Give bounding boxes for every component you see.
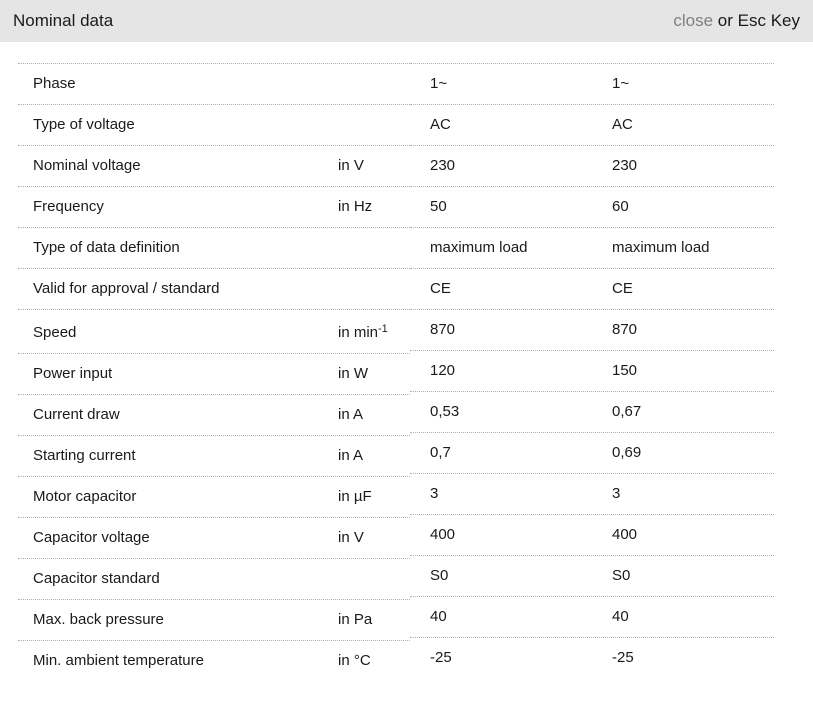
row-label: Frequency [33, 198, 104, 215]
table-row-label: Current draw in A [18, 395, 410, 436]
row-unit: in A [338, 447, 364, 464]
row-value: 3 [430, 485, 439, 502]
row-label: Nominal voltage [33, 157, 141, 174]
table-row-label: Power input in W [18, 354, 410, 395]
row-label: Current draw [33, 406, 120, 423]
table-row-values: CE CE [410, 269, 774, 310]
table-row-values: 0,7 0,69 [410, 433, 774, 474]
row-value: 870 [430, 321, 456, 338]
table-row-label: Min. ambient temperature in °C [18, 641, 410, 681]
row-value: 870 [612, 321, 638, 338]
table-row-label: Starting current in A [18, 436, 410, 477]
row-unit: in °C [338, 652, 371, 669]
row-label: Type of data definition [33, 239, 180, 256]
row-value: 0,69 [612, 444, 642, 461]
table-row-values: 50 60 [410, 187, 774, 228]
table-row-label: Type of data definition [18, 228, 410, 269]
row-label: Power input [33, 365, 113, 382]
row-value: 230 [612, 157, 638, 174]
row-value: 230 [430, 157, 456, 174]
row-value: CE [612, 280, 633, 297]
row-unit: in V [338, 157, 364, 174]
row-value: 150 [612, 362, 638, 379]
table-row-values: S0 S0 [410, 556, 774, 597]
row-value: AC [612, 116, 633, 133]
table-row-values: 120 150 [410, 351, 774, 392]
row-unit: in Pa [338, 611, 373, 628]
table-row-label: Valid for approval / standard [18, 269, 410, 310]
table-row-values: 1~ 1~ [410, 64, 774, 105]
table-row-values: 400 400 [410, 515, 774, 556]
nominal-data-table: Phase Type of voltage Nominal voltage in V F… [18, 63, 774, 681]
close-esc-hint: or Esc Key [713, 11, 800, 30]
row-value: 50 [430, 198, 447, 215]
row-label: Speed [33, 324, 77, 341]
row-value: 1~ [430, 75, 448, 92]
row-value: 0,7 [430, 444, 451, 461]
table-row-values: -25 -25 [410, 638, 774, 678]
table-row-values: 230 230 [410, 146, 774, 187]
row-label: Capacitor standard [33, 570, 160, 587]
row-label: Phase [33, 75, 76, 92]
row-value: 60 [612, 198, 629, 215]
row-value: 400 [430, 526, 456, 543]
close-area: close or Esc Key [673, 11, 800, 31]
row-value: 0,67 [612, 403, 642, 420]
row-value: maximum load [430, 239, 528, 256]
row-value: 1~ [612, 75, 630, 92]
row-unit: in Hz [338, 198, 373, 215]
table-row-label: Phase [18, 64, 410, 105]
row-unit: in W [338, 365, 368, 382]
table-row-label: Capacitor voltage in V [18, 518, 410, 559]
table-row-label: Capacitor standard [18, 559, 410, 600]
table-row-label: Nominal voltage in V [18, 146, 410, 187]
row-value: CE [430, 280, 451, 297]
close-button[interactable]: close [673, 11, 714, 30]
row-unit: in min-1 [338, 323, 388, 341]
row-label: Starting current [33, 447, 136, 464]
row-unit-superscript: -1 [378, 323, 388, 335]
table-row-label: Type of voltage [18, 105, 410, 146]
row-label: Type of voltage [33, 116, 135, 133]
row-unit: in A [338, 406, 364, 423]
labels-column: Phase Type of voltage Nominal voltage in V F… [18, 63, 410, 681]
row-label: Min. ambient temperature [33, 652, 204, 669]
row-label: Valid for approval / standard [33, 280, 220, 297]
row-label: Capacitor voltage [33, 529, 150, 546]
row-value: S0 [612, 567, 631, 584]
row-value: maximum load [612, 239, 710, 256]
table-row-values: AC AC [410, 105, 774, 146]
row-value: 0,53 [430, 403, 460, 420]
row-value: 400 [612, 526, 638, 543]
table-row-values: 0,53 0,67 [410, 392, 774, 433]
dialog-title: Nominal data [13, 11, 114, 30]
row-value: S0 [430, 567, 449, 584]
table-row-label: Frequency in Hz [18, 187, 410, 228]
row-value: 120 [430, 362, 456, 379]
row-value: 3 [612, 485, 621, 502]
table-row-label: Speed in min-1 [18, 310, 410, 354]
row-value: -25 [612, 649, 634, 666]
table-row-values: maximum load maximum load [410, 228, 774, 269]
table-row-label: Motor capacitor in µF [18, 477, 410, 518]
row-label: Max. back pressure [33, 611, 164, 628]
table-row-label: Max. back pressure in Pa [18, 600, 410, 641]
row-value: AC [430, 116, 451, 133]
row-value: 40 [430, 608, 447, 625]
row-value: -25 [430, 649, 452, 666]
row-label: Motor capacitor [33, 488, 137, 505]
table-row-values: 40 40 [410, 597, 774, 638]
values-column: 1~ 1~ AC AC 230 230 50 60 maximum load maximum lo… [410, 63, 774, 678]
dialog-header: Nominal data close or Esc Key [0, 0, 813, 42]
row-unit: in V [338, 529, 364, 546]
row-unit: in µF [338, 488, 372, 505]
table-row-values: 870 870 [410, 310, 774, 351]
row-value: 40 [612, 608, 629, 625]
